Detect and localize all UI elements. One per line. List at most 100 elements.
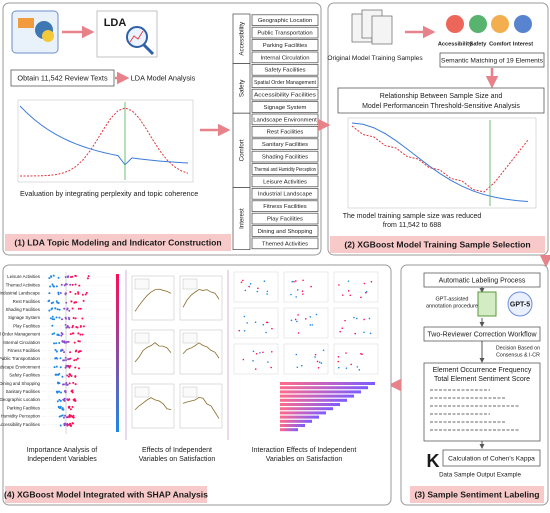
interaction-dot [338, 284, 340, 286]
interaction-plot [233, 271, 279, 303]
shap-dot [52, 285, 55, 288]
inset-plot [134, 386, 150, 398]
shap-dot [53, 332, 56, 335]
interaction-dot [350, 363, 353, 366]
shap-dot [50, 275, 53, 278]
element-name: Leisure Activities [263, 179, 307, 185]
kappa-icon: K [427, 451, 440, 471]
shap-dot [51, 333, 54, 336]
score-label: Total Element Sentiment Score [434, 376, 530, 383]
dependence-plot [131, 329, 175, 375]
interaction-dot [355, 317, 358, 320]
magnifier [126, 26, 148, 48]
interaction-dot [252, 350, 255, 353]
element-name: Themed Activities [262, 241, 308, 247]
interaction-dot [249, 283, 252, 285]
interaction-dot [259, 351, 261, 354]
interaction-dot [254, 321, 257, 323]
shap-dot [60, 334, 63, 337]
interaction-dot [368, 317, 371, 320]
interaction-dot [318, 361, 321, 363]
shap-dot [67, 358, 70, 361]
workflow-label: Two-Reviewer Correction Workflow [427, 331, 537, 338]
shap-dot [70, 414, 73, 417]
shap-dot [57, 334, 60, 337]
shap-dot [56, 308, 59, 311]
shap-dot [74, 375, 77, 378]
interaction-dot [304, 318, 307, 320]
element-name: Internal Circulation [260, 55, 309, 61]
shap-dot [77, 292, 80, 295]
element-name: Fitness Facilities [263, 204, 307, 210]
shap-dot [61, 349, 64, 352]
interaction-dot [254, 368, 257, 370]
shap-dot [58, 390, 61, 393]
element-box [251, 26, 319, 39]
shap-dot [65, 301, 68, 304]
shap-dot [51, 283, 54, 286]
shap-dot [68, 423, 71, 426]
interaction-bar [280, 382, 375, 385]
interaction-dot [345, 352, 347, 354]
shap-dot [74, 292, 77, 295]
element-name: Landscape Environment [253, 117, 317, 123]
inset-plot [182, 386, 198, 398]
shap-dot [55, 342, 58, 345]
feature-label: Fitness Facilities [8, 348, 41, 353]
interaction-bar [280, 415, 319, 419]
perplexity-line [19, 105, 189, 166]
shap-dot [68, 326, 71, 329]
interaction-dot [262, 351, 264, 354]
shap-dot [51, 324, 54, 327]
caption: Interaction Effects of Independent [252, 447, 357, 454]
interaction-dot [364, 291, 367, 294]
feature-label: Public Transportation [0, 356, 41, 361]
feature-label: Leisure Activities [7, 274, 41, 279]
shap-dot [48, 292, 51, 295]
shap-dot [74, 283, 77, 286]
feature-label: Rest Facilities [13, 299, 41, 304]
interaction-bar [280, 403, 340, 406]
interaction-dot [243, 315, 246, 318]
interaction-dot [369, 332, 372, 335]
interaction-plot [333, 343, 379, 375]
shap-dot [62, 408, 65, 411]
shap-dot [55, 350, 58, 353]
shap-dot [54, 357, 57, 360]
panel-label-bar [330, 236, 545, 253]
interaction-dot [314, 356, 316, 358]
shap-dot [58, 308, 61, 311]
interaction-dot [266, 321, 269, 324]
interaction-dot [295, 280, 297, 282]
matching-box [439, 52, 545, 68]
shap-dot [71, 283, 74, 286]
shap-dot [64, 276, 67, 279]
shap-dot [58, 398, 61, 401]
shap-dot [59, 350, 62, 353]
element-name: Parking Facilities [263, 43, 308, 49]
shap-dot [64, 323, 67, 326]
interaction-plot [283, 271, 329, 303]
interaction-dot [345, 367, 348, 369]
feature-label: Signage System [8, 315, 40, 320]
interaction-dot [242, 358, 245, 361]
shap-dot [67, 275, 70, 278]
interaction-dot [257, 287, 259, 290]
interaction-dot [322, 349, 325, 352]
matching-label: Semantic Matching of 19 Elements [441, 57, 544, 64]
kappa-box [442, 449, 541, 467]
interaction-dot [309, 324, 312, 326]
interaction-dot [297, 332, 300, 334]
shap-dot [56, 301, 59, 304]
shap-dot [68, 414, 71, 417]
shap-dot [78, 340, 81, 343]
shap-dot [68, 309, 71, 312]
element-name: Signage System [264, 105, 307, 111]
shap-dot [53, 318, 56, 321]
interaction-dot [320, 362, 323, 364]
interaction-dot [349, 294, 352, 297]
element-name: Rest Facilities [267, 130, 304, 136]
tool-icon [18, 18, 34, 28]
element-name: Play Facilities [267, 216, 303, 222]
